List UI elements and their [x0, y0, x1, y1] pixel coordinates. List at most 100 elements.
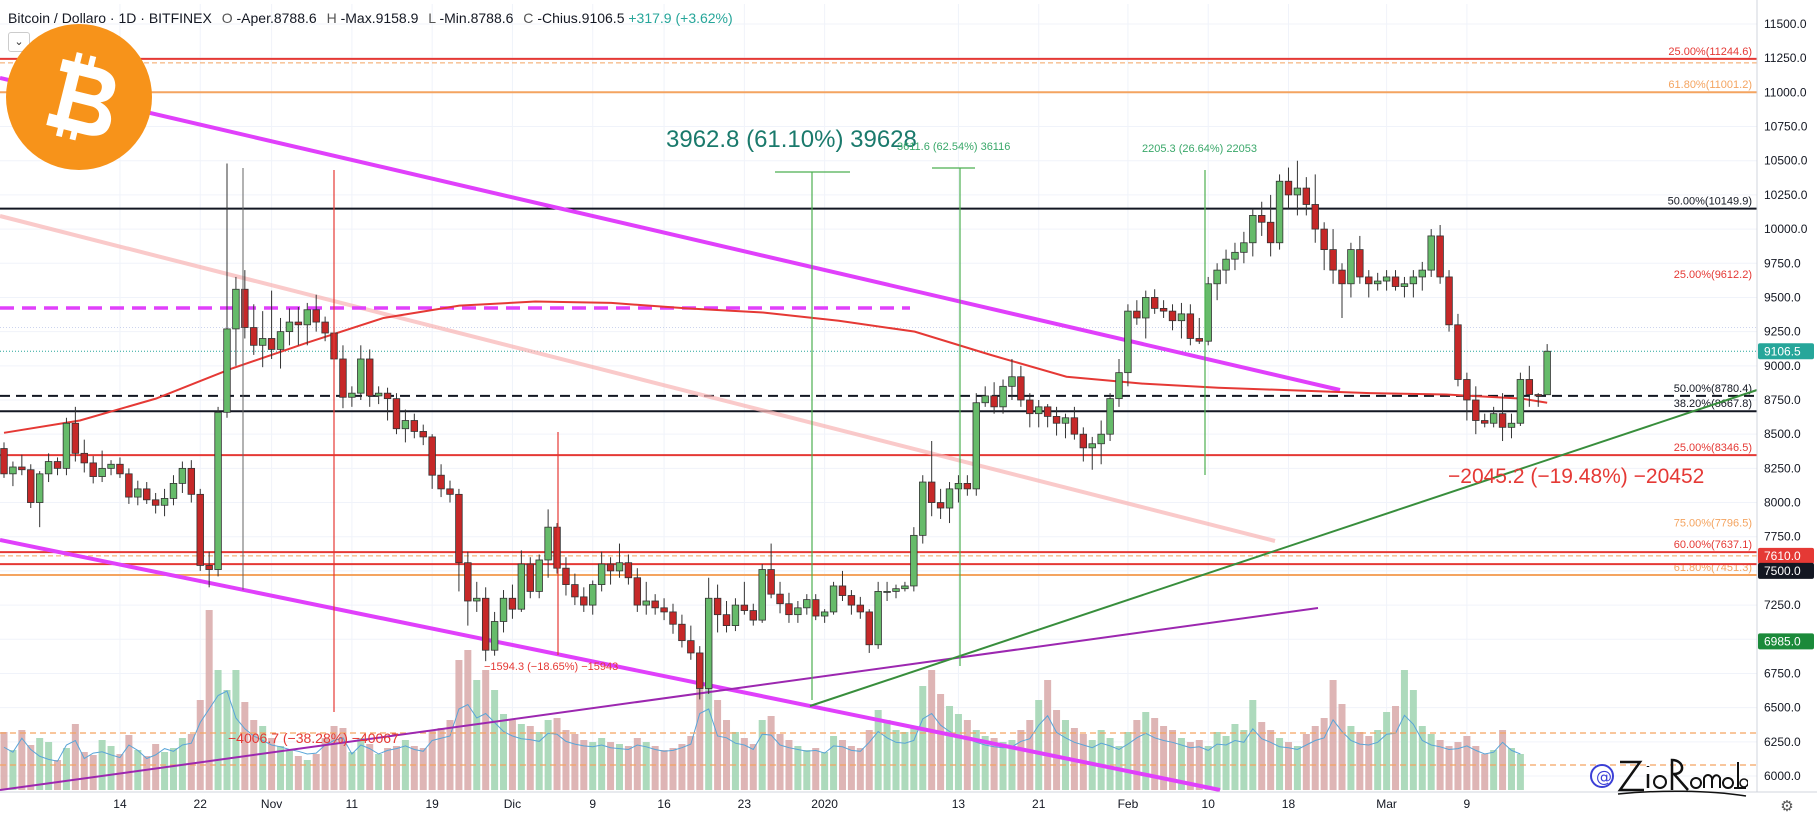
volume-bar: [972, 730, 980, 790]
candle: [1097, 420, 1105, 465]
candle-body: [615, 562, 624, 572]
volume-bar: [1231, 724, 1239, 790]
candle-body: [892, 588, 900, 592]
candle-body: [98, 467, 106, 477]
volume-bar: [446, 720, 454, 790]
candle: [18, 454, 26, 476]
candle: [740, 581, 749, 615]
candle: [80, 439, 88, 473]
candle: [589, 580, 597, 615]
candle: [1159, 300, 1168, 318]
candle: [1507, 413, 1516, 439]
candle: [794, 600, 802, 623]
candle: [1142, 290, 1150, 339]
time-tick-label: 9: [589, 797, 596, 811]
time-tick-label: Mar: [1376, 797, 1397, 811]
volume-bar: [1499, 730, 1507, 790]
time-tick-label: 19: [425, 797, 439, 811]
candle-body: [696, 652, 704, 689]
volume-bar: [491, 690, 499, 790]
candle: [401, 409, 410, 443]
candle: [490, 611, 499, 656]
time-tick-label: 11: [346, 797, 359, 811]
volume-bar: [946, 706, 954, 790]
fib-level-label: 50.00%(8780.4): [1674, 383, 1752, 395]
candle-body: [241, 288, 249, 328]
volume-bar: [1017, 730, 1025, 790]
candle-body: [1347, 249, 1355, 285]
candle: [615, 543, 624, 578]
volume-bar: [1427, 734, 1435, 790]
time-axis[interactable]: [0, 792, 1817, 820]
volume-bar: [901, 732, 909, 790]
candle: [44, 453, 53, 483]
volume-bar: [526, 726, 534, 790]
volume-bar: [1329, 680, 1337, 790]
candle-body: [981, 395, 989, 404]
volume-bar: [776, 734, 784, 790]
candle: [1543, 344, 1551, 396]
price-tick-label: 9000.0: [1764, 359, 1801, 373]
price-tick-label: 8000.0: [1764, 496, 1801, 510]
volume-bar: [544, 720, 552, 790]
candle: [829, 581, 838, 615]
candle-body: [44, 461, 53, 475]
change-value: +317.9 (+3.62%): [628, 10, 733, 26]
candle: [1195, 317, 1203, 344]
candle: [526, 557, 534, 599]
volume-bar: [767, 716, 775, 790]
candle: [1177, 302, 1186, 339]
price-axis[interactable]: [1757, 0, 1817, 820]
candle-body: [589, 584, 597, 606]
candle-body: [1293, 187, 1302, 196]
candle-body: [1445, 276, 1453, 326]
candle-body: [205, 565, 213, 570]
candle: [883, 581, 891, 601]
candle: [1061, 413, 1070, 439]
volume-bar: [419, 748, 427, 790]
volume-bar: [392, 746, 400, 790]
measure-label: 3962.8 (61.10%) 39628: [666, 126, 917, 153]
candle-body: [517, 563, 526, 610]
bitcoin-logo-icon: [6, 24, 152, 170]
candle-body: [847, 595, 856, 606]
candle: [1436, 224, 1444, 284]
candle: [803, 594, 811, 615]
candle: [901, 581, 909, 592]
candle: [214, 406, 222, 577]
volume-bar: [1490, 750, 1498, 790]
candle-body: [1427, 235, 1435, 271]
price-badge: [1758, 547, 1814, 564]
collapse-legend-button[interactable]: ⌄: [8, 32, 30, 52]
candle: [35, 471, 44, 528]
candle: [571, 573, 579, 606]
candle-body: [1115, 372, 1123, 400]
candle-body: [1159, 307, 1168, 312]
candle: [446, 480, 454, 503]
price-tick-label: 8750.0: [1764, 393, 1801, 407]
candle: [713, 584, 722, 633]
close-value: -Chius.9106.5: [537, 10, 625, 26]
volume-bar: [1320, 718, 1328, 790]
candle: [107, 460, 115, 476]
volume-bar: [1213, 732, 1221, 790]
candle-body: [1543, 350, 1551, 396]
volume-bar: [1124, 732, 1132, 790]
volume-bar: [937, 694, 945, 790]
candle-body: [678, 623, 686, 642]
candle: [936, 488, 945, 519]
candle-body: [392, 398, 401, 430]
candle: [258, 311, 267, 368]
candle-body: [258, 338, 267, 346]
volume-bar: [348, 752, 356, 790]
candle: [1472, 386, 1480, 435]
candle-body: [606, 563, 615, 572]
candle: [838, 570, 847, 601]
candle-body: [803, 599, 811, 609]
volume-ma-line: [3, 690, 1521, 762]
volume-bar: [1204, 746, 1212, 790]
volume-bar: [651, 746, 659, 790]
volume-bar: [312, 754, 320, 790]
price-tick-label: 6500.0: [1764, 701, 1801, 715]
